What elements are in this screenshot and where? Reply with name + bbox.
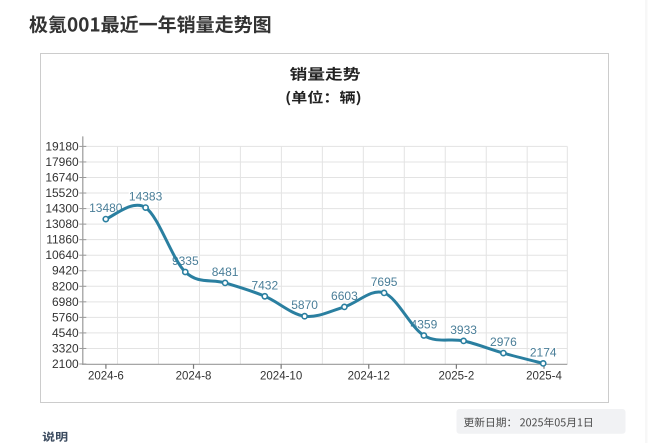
svg-text:2024-6: 2024-6 (88, 371, 124, 383)
svg-text:3320: 3320 (52, 341, 79, 355)
svg-text:2024-8: 2024-8 (176, 371, 212, 383)
svg-text:14383: 14383 (129, 190, 163, 204)
svg-text:4540: 4540 (52, 326, 79, 340)
svg-text:17960: 17960 (45, 155, 79, 169)
svg-text:2100: 2100 (52, 357, 79, 371)
svg-text:6980: 6980 (52, 295, 79, 309)
svg-text:2025-4: 2025-4 (526, 371, 562, 383)
svg-text:2024-12: 2024-12 (348, 371, 390, 383)
svg-text:6603: 6603 (331, 289, 358, 303)
svg-text:7695: 7695 (371, 275, 398, 289)
svg-text:2174: 2174 (530, 345, 557, 359)
svg-text:14300: 14300 (45, 202, 79, 216)
svg-text:16740: 16740 (45, 170, 79, 184)
svg-text:8481: 8481 (212, 265, 239, 279)
svg-text:19180: 19180 (45, 139, 79, 153)
svg-text:10640: 10640 (45, 248, 79, 262)
svg-text:7432: 7432 (251, 278, 278, 292)
svg-text:2025-2: 2025-2 (438, 371, 474, 383)
svg-text:5870: 5870 (291, 298, 318, 312)
svg-text:13080: 13080 (45, 217, 79, 231)
svg-text:5760: 5760 (52, 310, 79, 324)
svg-text:2024-10: 2024-10 (260, 371, 302, 383)
svg-text:11860: 11860 (46, 233, 79, 247)
svg-text:3933: 3933 (450, 323, 477, 337)
svg-text:13480: 13480 (89, 201, 123, 215)
svg-text:8200: 8200 (52, 279, 79, 293)
svg-text:9420: 9420 (52, 264, 79, 278)
svg-text:2976: 2976 (490, 335, 517, 349)
svg-text:15520: 15520 (45, 186, 79, 200)
